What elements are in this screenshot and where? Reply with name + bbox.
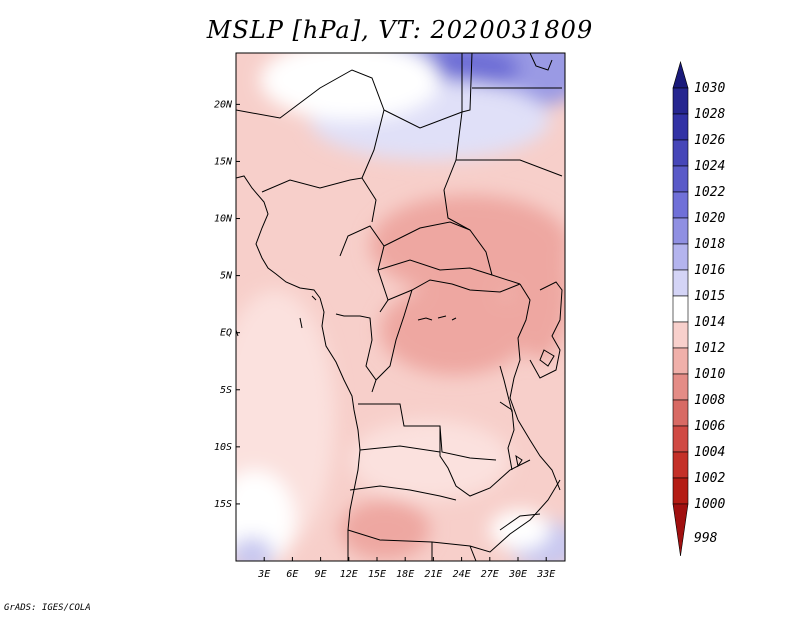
colorbar-label: 1000 (694, 497, 725, 512)
country-borders (236, 53, 563, 561)
lon-tick-label: 9E (315, 569, 327, 580)
lat-tick-label: 15N (214, 156, 233, 167)
lat-tick-label: 5S (220, 385, 232, 396)
colorbar-swatch (672, 60, 689, 89)
colorbar-swatch (672, 425, 689, 453)
lat-tick-label: 20N (214, 99, 233, 110)
lon-tick-label: 27E (481, 569, 499, 580)
lon-tick-label: 18E (396, 569, 414, 580)
colorbar-swatch (672, 139, 689, 167)
lat-tick-label: 5N (220, 271, 233, 282)
colorbar-label: 1014 (694, 315, 725, 330)
colorbar-label: 1006 (694, 419, 725, 434)
colorbar-label: 1004 (694, 445, 725, 460)
footer-credit: GrADS: IGES/COLA (4, 603, 91, 613)
lon-tick-label: 3E (257, 569, 270, 580)
lon-tick-label: 12E (340, 569, 358, 580)
pressure-field (236, 53, 565, 561)
colorbar-swatch (672, 477, 689, 505)
colorbar-swatch (672, 347, 689, 375)
longitude-axis: 3E 6E 9E 12E 15E 18E 21E 24E 27E 30E 33E (257, 557, 555, 580)
colorbar-label: 1010 (694, 367, 725, 382)
colorbar-label: 1002 (694, 471, 725, 486)
lat-tick-label: 10N (214, 214, 233, 225)
colorbar-label: 1012 (694, 341, 725, 356)
colorbar-label: 1022 (694, 185, 725, 200)
lon-tick-label: 33E (536, 569, 555, 580)
colorbar-label: 1024 (694, 159, 725, 174)
colorbar-swatch (672, 269, 689, 297)
colorbar-label: 1030 (694, 81, 725, 96)
colorbar-swatch (672, 217, 689, 245)
lon-tick-label: 30E (508, 569, 527, 580)
colorbar-label: 1026 (694, 133, 725, 148)
colorbar-swatch (672, 451, 689, 479)
colorbar-swatch (672, 503, 689, 557)
colorbar-label: 1008 (694, 393, 725, 408)
colorbar-label: 1018 (694, 237, 725, 252)
lat-tick-label: 15S (214, 499, 232, 510)
map-frame (235, 52, 566, 562)
lat-tick-label: 10S (214, 442, 232, 453)
colorbar-swatch (672, 87, 689, 115)
colorbar-swatch (672, 191, 689, 219)
latitude-axis: 20N 15N 10N 5N EQ 5S 10S 15S (214, 99, 240, 510)
chart-title: MSLP [hPa], VT: 2020031809 (206, 16, 594, 44)
lon-tick-label: 15E (368, 569, 386, 580)
lon-tick-label: 24E (453, 569, 471, 580)
lon-tick-label: 21E (424, 569, 442, 580)
lon-tick-label: 6E (286, 569, 298, 580)
colorbar-label: 1020 (694, 211, 725, 226)
colorbar-swatch (672, 399, 689, 427)
colorbar-label: 998 (694, 531, 718, 546)
colorbar-swatch (672, 165, 689, 193)
colorbar-swatch (672, 243, 689, 271)
lat-tick-label: EQ (220, 328, 232, 339)
colorbar-swatch (672, 321, 689, 349)
colorbar-label: 1028 (694, 107, 725, 122)
colorbar-swatch (672, 113, 689, 141)
colorbar-label: 1015 (694, 289, 725, 304)
colorbar-label: 1016 (694, 263, 725, 278)
colorbar-swatch (672, 373, 689, 401)
colorbar-swatch (672, 295, 689, 323)
